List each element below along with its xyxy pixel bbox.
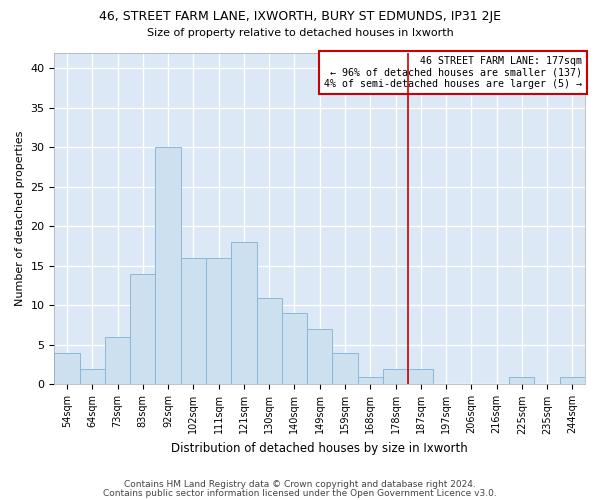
Bar: [307, 329, 332, 384]
Bar: [155, 148, 181, 384]
Bar: [282, 314, 307, 384]
Bar: [181, 258, 206, 384]
Bar: [383, 368, 408, 384]
Bar: [206, 258, 231, 384]
Bar: [332, 353, 358, 384]
Y-axis label: Number of detached properties: Number of detached properties: [15, 131, 25, 306]
Text: Size of property relative to detached houses in Ixworth: Size of property relative to detached ho…: [146, 28, 454, 38]
Bar: [55, 353, 80, 384]
Bar: [80, 368, 105, 384]
Bar: [130, 274, 155, 384]
X-axis label: Distribution of detached houses by size in Ixworth: Distribution of detached houses by size …: [172, 442, 468, 455]
Bar: [358, 376, 383, 384]
Bar: [560, 376, 585, 384]
Bar: [105, 337, 130, 384]
Bar: [509, 376, 535, 384]
Text: 46, STREET FARM LANE, IXWORTH, BURY ST EDMUNDS, IP31 2JE: 46, STREET FARM LANE, IXWORTH, BURY ST E…: [99, 10, 501, 23]
Bar: [408, 368, 433, 384]
Text: Contains public sector information licensed under the Open Government Licence v3: Contains public sector information licen…: [103, 490, 497, 498]
Bar: [231, 242, 257, 384]
Bar: [257, 298, 282, 384]
Text: Contains HM Land Registry data © Crown copyright and database right 2024.: Contains HM Land Registry data © Crown c…: [124, 480, 476, 489]
Text: 46 STREET FARM LANE: 177sqm
← 96% of detached houses are smaller (137)
4% of sem: 46 STREET FARM LANE: 177sqm ← 96% of det…: [325, 56, 583, 89]
